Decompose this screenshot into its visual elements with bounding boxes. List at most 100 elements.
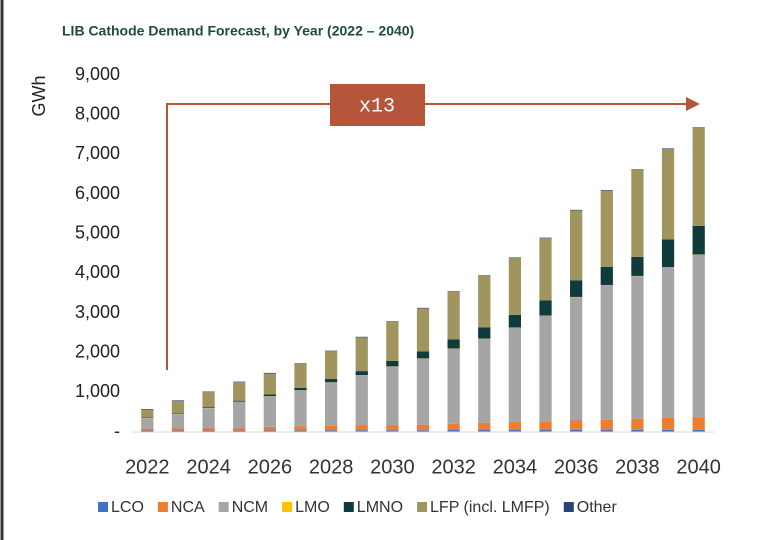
bar-segment xyxy=(294,363,307,364)
bar-segment xyxy=(263,373,276,395)
annotation-arrow xyxy=(166,103,690,370)
bar-segment xyxy=(600,430,613,432)
bar-segment xyxy=(447,348,460,424)
bar-segment xyxy=(324,350,338,352)
bar-segment xyxy=(631,170,644,257)
bar-segment xyxy=(202,408,215,428)
bar-segment xyxy=(692,254,705,418)
y-tick-label: 8,000 xyxy=(75,103,120,123)
bar-segment xyxy=(416,424,430,431)
bar-segment xyxy=(508,327,522,423)
bar-segment xyxy=(386,425,399,431)
bar-segment xyxy=(570,280,583,297)
bar-segment xyxy=(478,327,491,339)
bar-segment xyxy=(416,308,430,352)
bar-segment xyxy=(600,190,613,191)
bar-segment xyxy=(324,382,338,426)
y-tick-label: 4,000 xyxy=(75,262,120,282)
bar-segment xyxy=(508,257,522,259)
bar-segment xyxy=(263,430,276,432)
bar-segment xyxy=(570,420,583,431)
bar-segment xyxy=(324,379,338,383)
bar-segment xyxy=(600,190,613,267)
bar-segment xyxy=(692,417,705,430)
y-tick-label: 2,000 xyxy=(75,341,120,361)
bar-segment xyxy=(202,430,215,432)
legend-label: NCA xyxy=(171,499,205,516)
y-tick-label: 7,000 xyxy=(75,143,120,163)
bar-segment xyxy=(202,392,215,408)
bar-segment xyxy=(355,371,368,376)
bar-segment xyxy=(294,390,307,427)
x-tick-label: 2028 xyxy=(309,456,354,478)
x-tick-label: 2032 xyxy=(431,456,476,478)
bar-segment xyxy=(600,266,613,286)
legend-swatch xyxy=(218,502,229,512)
bar-segment xyxy=(202,427,215,431)
bar-segment xyxy=(233,381,246,383)
bar-segment xyxy=(692,225,705,255)
bar-segment xyxy=(386,321,399,322)
legend-label: NCM xyxy=(232,499,268,516)
bar-segment xyxy=(171,400,185,414)
legend-swatch xyxy=(417,502,428,512)
legend-label: LMNO xyxy=(357,499,403,516)
bar-segment xyxy=(692,429,705,432)
bar-segment xyxy=(171,430,185,432)
legend-label: LMO xyxy=(295,499,330,516)
bar-segment xyxy=(539,430,552,432)
bar-segment xyxy=(141,408,154,410)
bar-segment xyxy=(478,275,491,328)
x-tick-label: 2030 xyxy=(370,456,415,478)
bar-segment xyxy=(508,314,522,328)
bar-segment xyxy=(416,430,430,432)
bar-segment xyxy=(386,321,399,361)
bar-segment xyxy=(294,430,307,432)
bar-segment xyxy=(355,375,368,426)
bar-segment xyxy=(294,387,307,391)
bar-segment xyxy=(631,429,644,432)
bar-segment xyxy=(447,423,460,431)
bar-segment xyxy=(263,372,276,374)
x-tick-label: 2034 xyxy=(493,456,538,478)
annotation-text: x13 xyxy=(359,95,395,118)
bar-segment xyxy=(539,238,552,301)
bar-segment xyxy=(416,358,430,425)
bar-segment xyxy=(386,360,399,367)
bar-segment xyxy=(263,426,276,431)
bar-segment xyxy=(508,422,522,431)
bar-segment xyxy=(508,258,522,315)
bar-segment xyxy=(478,275,491,276)
y-tick-label: - xyxy=(114,421,120,441)
bar-segment xyxy=(141,409,154,418)
y-tick-label: 1,000 xyxy=(75,381,120,401)
bar-segment xyxy=(447,339,460,349)
y-axis-label: GWh xyxy=(29,75,49,116)
bar-segment xyxy=(692,127,705,128)
bar-segment xyxy=(233,400,246,402)
bar-segment xyxy=(692,127,705,226)
x-tick-label: 2026 xyxy=(248,456,293,478)
bar-segment xyxy=(386,430,399,432)
bar-segment xyxy=(355,425,368,431)
legend-label: LCO xyxy=(111,499,144,516)
legend-swatch xyxy=(343,502,354,512)
bar-segment xyxy=(539,237,552,239)
bar-segment xyxy=(355,337,368,372)
annotation-box xyxy=(330,84,425,126)
legend-label: LFP (incl. LMFP) xyxy=(430,499,550,516)
arrow-head xyxy=(686,97,700,111)
bar-segment xyxy=(478,338,491,423)
legend-swatch xyxy=(157,502,168,512)
x-tick-label: 2036 xyxy=(554,456,599,478)
bar-segment xyxy=(631,276,644,419)
legend-swatch xyxy=(98,502,108,512)
bar-segment xyxy=(661,429,675,432)
bar-segment xyxy=(386,366,399,426)
bar-segment xyxy=(539,300,552,316)
chart-title: LIB Cathode Demand Forecast, by Year (20… xyxy=(62,23,414,39)
bar-segment xyxy=(294,363,307,388)
bar-segment xyxy=(661,239,675,268)
bar-segment xyxy=(141,428,154,431)
plot xyxy=(141,127,705,432)
